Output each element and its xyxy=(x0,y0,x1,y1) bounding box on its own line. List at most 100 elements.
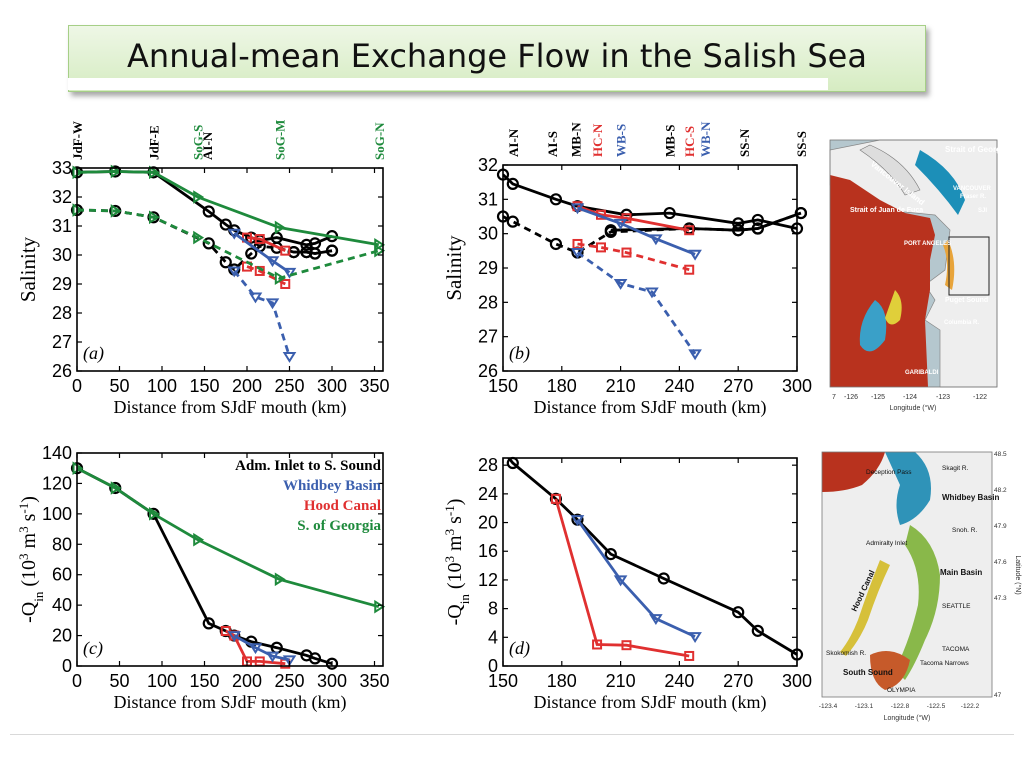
x-tick-label: 240 xyxy=(664,376,694,396)
map-label: OLYMPIA xyxy=(887,687,916,694)
series-line-black xyxy=(77,466,333,666)
x-tick-label: 300 xyxy=(782,671,812,691)
map-upper-plume xyxy=(859,300,887,352)
y-axis-label-part: s xyxy=(444,516,466,529)
y-tick-label: 24 xyxy=(478,484,498,504)
plot-frame xyxy=(502,457,798,667)
title-bottom-mask xyxy=(68,78,828,90)
x-axis-label: Distance from SJdF mouth (km) xyxy=(114,692,347,713)
data-point-black xyxy=(202,617,215,630)
station-label: SoG-S xyxy=(191,125,206,160)
y-axis-label-part: (10 xyxy=(444,562,466,594)
y-axis-label-part: 3 xyxy=(16,526,31,533)
data-point-green xyxy=(274,220,286,235)
y-tick-label: 32 xyxy=(52,187,72,207)
x-tick-label: 300 xyxy=(782,376,812,396)
map-axis-label: Longitude (°W) xyxy=(884,714,931,722)
data-point-red xyxy=(596,242,606,253)
data-point-blue xyxy=(227,228,242,240)
x-tick-label: 180 xyxy=(547,671,577,691)
map-label: SJI xyxy=(978,208,987,214)
x-axis-label: Distance from SJdF mouth (km) xyxy=(114,397,347,418)
map-label: TACOMA xyxy=(942,646,970,653)
y-tick-label: 27 xyxy=(52,332,72,352)
map-lower-main-basin xyxy=(895,525,940,680)
map-lower-strait xyxy=(822,452,885,492)
y-axis-label: -Qin (103 m3 s-1) xyxy=(442,499,472,626)
map-label: Strait of Georgia xyxy=(945,145,1008,154)
data-point-black xyxy=(300,238,313,251)
x-tick-label: 350 xyxy=(359,376,389,396)
data-point-black xyxy=(604,548,617,561)
slide-title: Annual-mean Exchange Flow in the Salish … xyxy=(127,37,867,75)
station-label: AI-S xyxy=(545,131,560,157)
station-label: SS-N xyxy=(737,128,752,157)
y-tick-label: 30 xyxy=(478,224,498,244)
map-tick-label: -122.2 xyxy=(961,703,980,710)
series-line-green xyxy=(77,208,380,280)
station-label: JdF-E xyxy=(147,125,162,160)
station-label: HC-S xyxy=(682,126,697,157)
data-point-blue xyxy=(282,267,297,279)
y-axis-label-part: ) xyxy=(18,496,40,503)
data-point-black xyxy=(245,247,258,260)
y-tick-label: 30 xyxy=(52,245,72,265)
data-point-black xyxy=(202,205,215,218)
map-tick-label: 7 xyxy=(832,394,836,401)
data-point-blue xyxy=(282,655,297,667)
y-tick-label: 32 xyxy=(478,155,498,175)
x-tick-label: 250 xyxy=(274,671,304,691)
y-tick-label: 31 xyxy=(52,216,72,236)
x-tick-label: 100 xyxy=(147,376,177,396)
x-tick-label: 210 xyxy=(606,376,636,396)
data-point-blue xyxy=(649,614,663,626)
y-axis-label-part: -1 xyxy=(442,505,457,516)
data-point-red xyxy=(684,650,695,661)
x-tick-label: 150 xyxy=(189,671,219,691)
map-tick-label: 48.5 xyxy=(994,451,1007,458)
y-axis-label-part: -Q xyxy=(18,601,40,623)
plot-frame xyxy=(76,167,384,372)
y-axis-label-part: in xyxy=(457,594,472,605)
station-label: AI-N xyxy=(200,131,215,160)
data-point-red xyxy=(684,264,695,275)
data-point-green xyxy=(149,507,160,521)
map-upper-vancouver-island xyxy=(859,144,921,196)
x-tick-label: 100 xyxy=(147,671,177,691)
data-point-green xyxy=(110,481,122,495)
x-tick-label: 200 xyxy=(232,376,262,396)
map-tick-label: 47.9 xyxy=(994,523,1007,530)
data-point-green xyxy=(374,243,386,258)
data-point-black xyxy=(751,213,764,227)
data-point-green xyxy=(110,164,122,179)
legend-entry: Hood Canal xyxy=(304,498,381,514)
station-label: AI-N xyxy=(506,128,521,157)
map-puget-sound: Skagit R. Deception Pass Whidbey Basin Snoh… xyxy=(819,451,1022,722)
map-tick-label: 47.6 xyxy=(994,559,1007,566)
chart-d-transport: 150 180 210 240 270 300 0 4 8 12 16 20 24 28 Distance … xyxy=(442,455,813,713)
map-upper-plume-yellow xyxy=(885,290,902,325)
plot-frame xyxy=(76,452,384,667)
map-label: Puget Sound xyxy=(945,297,988,304)
data-point-blue xyxy=(613,575,628,587)
data-point-red xyxy=(550,493,561,504)
x-tick-label: 0 xyxy=(72,671,82,691)
y-tick-label: 0 xyxy=(488,656,498,676)
station-label: JdF-W xyxy=(70,121,85,160)
series-line-blue xyxy=(233,270,291,357)
data-point-blue xyxy=(649,234,663,246)
x-tick-label: 240 xyxy=(664,671,694,691)
y-tick-label: 33 xyxy=(52,158,72,178)
y-axis-label-part: s xyxy=(18,513,40,526)
data-point-blue xyxy=(570,248,585,259)
y-axis-label-part: (10 xyxy=(18,560,40,592)
x-tick-label: 270 xyxy=(723,671,753,691)
x-tick-label: 270 xyxy=(723,376,753,396)
x-tick-label: 150 xyxy=(189,376,219,396)
legend-entry: Adm. Inlet to S. Sound xyxy=(235,458,382,474)
series-line-blue xyxy=(233,634,290,662)
panel-label: (a) xyxy=(83,343,104,364)
y-tick-label: 31 xyxy=(478,189,498,209)
data-point-blue xyxy=(688,632,702,643)
map-label: Strait of Juan de Fuca xyxy=(850,207,923,214)
